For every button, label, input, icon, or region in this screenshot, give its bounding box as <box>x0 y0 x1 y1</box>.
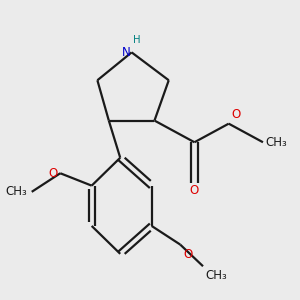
Text: O: O <box>190 184 199 197</box>
Text: O: O <box>183 248 192 261</box>
Text: O: O <box>232 108 241 121</box>
Text: CH₃: CH₃ <box>266 136 288 149</box>
Text: CH₃: CH₃ <box>6 185 27 198</box>
Text: CH₃: CH₃ <box>206 269 228 282</box>
Text: H: H <box>133 34 141 45</box>
Text: N: N <box>122 46 130 59</box>
Text: O: O <box>48 167 57 180</box>
